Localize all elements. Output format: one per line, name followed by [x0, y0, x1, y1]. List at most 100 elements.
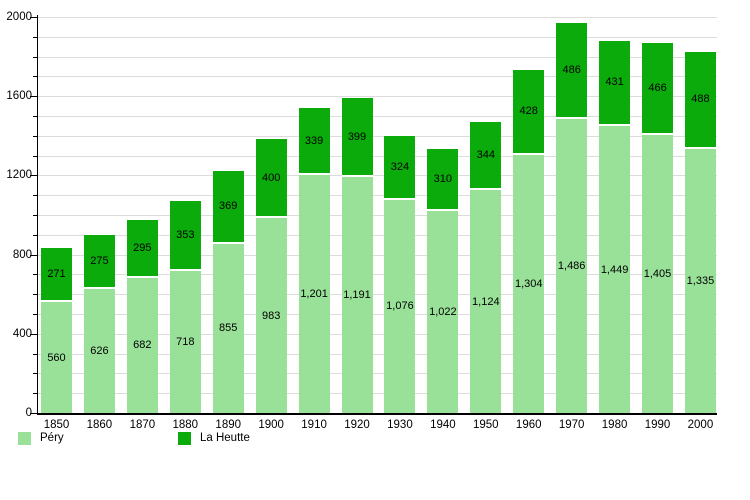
- x-tick-label: 1930: [387, 419, 413, 431]
- bar-value-label: 1,449: [600, 263, 629, 276]
- y-tick-label: 1600: [6, 90, 32, 103]
- y-tick: [30, 175, 38, 177]
- y-tick: [33, 215, 38, 216]
- bar-value-label: 1,405: [643, 267, 672, 280]
- bar-segment-pery: 718: [169, 270, 201, 413]
- y-tick: [33, 135, 38, 137]
- x-tick-label: 1920: [344, 419, 370, 431]
- y-tick: [33, 393, 38, 395]
- bar-value-label: 1,335: [686, 274, 715, 287]
- bar-segment-pery: 1,201: [298, 175, 330, 413]
- y-tick: [33, 155, 38, 157]
- x-tick-label: 1880: [172, 419, 199, 431]
- x-tick-label: 2000: [687, 419, 714, 431]
- gridline: [38, 353, 717, 355]
- gridline: [38, 314, 717, 315]
- gridline: [38, 36, 717, 38]
- bar-value-label: 428: [519, 105, 538, 118]
- bar-value-label: 310: [433, 172, 453, 185]
- gridline: [38, 116, 717, 117]
- bar-segment-la-heutte: 339: [298, 108, 330, 176]
- bar-1870: 295 682: [126, 219, 158, 413]
- x-axis-line: [37, 413, 717, 415]
- bar-value-label: 1,124: [472, 295, 500, 308]
- bar-value-label: 344: [476, 149, 495, 162]
- y-tick-label: 0: [25, 407, 32, 419]
- bar-value-label: 400: [261, 171, 281, 184]
- bar-1950: 344 1,124: [470, 122, 502, 413]
- bar-segment-la-heutte: 431: [599, 40, 631, 127]
- bar-value-label: 399: [347, 130, 367, 143]
- gridline: [38, 96, 717, 98]
- bar-value-label: 718: [176, 335, 195, 348]
- bar-value-label: 560: [47, 351, 66, 364]
- y-tick-label: 400: [12, 327, 32, 340]
- y-tick: [33, 353, 38, 355]
- bar-1960: 428 1,304: [513, 70, 545, 413]
- bar-value-label: 626: [90, 345, 109, 358]
- x-tick-label: 1900: [258, 419, 284, 431]
- x-tick-label: 1860: [86, 419, 113, 431]
- y-tick: [33, 36, 38, 38]
- bar-segment-pery: 626: [83, 289, 115, 413]
- bar-segment-pery: 1,191: [341, 177, 373, 413]
- gridline: [38, 393, 717, 395]
- bar-segment-la-heutte: 466: [642, 42, 674, 135]
- bar-segment-pery: 855: [212, 243, 244, 413]
- bar-1880: 353 718: [169, 200, 201, 413]
- gridline: [38, 274, 717, 276]
- bar-1850: 271 560: [41, 248, 72, 413]
- bar-segment-la-heutte: 399: [341, 98, 373, 178]
- plot-area: 271 560 275 626 295 682 353 718 369 855 400 983 339 1…: [38, 17, 717, 413]
- legend-label-pery: Péry: [40, 432, 64, 444]
- y-tick: [30, 96, 38, 98]
- bar-segment-pery: 1,335: [684, 148, 716, 413]
- x-tick-label: 1960: [515, 419, 542, 431]
- bar-value-label: 682: [133, 339, 152, 352]
- bar-value-label: 1,201: [300, 288, 328, 301]
- bar-segment-la-heutte: 428: [513, 70, 545, 155]
- bar-value-label: 1,304: [514, 277, 543, 290]
- bar-value-label: 1,022: [429, 305, 457, 318]
- bar-segment-pery: 1,076: [384, 199, 416, 413]
- bar-1970: 486 1,486: [556, 22, 588, 413]
- x-tick-label: 1970: [558, 419, 585, 431]
- gridline: [38, 155, 717, 157]
- y-tick: [30, 254, 38, 256]
- bar-segment-pery: 682: [126, 277, 158, 413]
- bar-1910: 339 1,201: [298, 108, 330, 413]
- x-tick-label: 1990: [644, 419, 671, 431]
- bar-value-label: 466: [648, 81, 667, 94]
- bar-value-label: 339: [304, 134, 324, 147]
- gridline: [38, 373, 717, 375]
- bar-segment-pery: 1,022: [427, 210, 459, 413]
- x-tick-label: 1980: [601, 419, 628, 431]
- bar-segment-la-heutte: 344: [470, 122, 502, 191]
- bar-segment-la-heutte: 353: [169, 200, 201, 271]
- x-tick-label: 1850: [43, 419, 70, 431]
- x-tick-label: 1870: [129, 419, 156, 431]
- bar-value-label: 324: [390, 160, 410, 173]
- bar-value-label: 295: [133, 241, 152, 254]
- y-tick: [30, 413, 38, 414]
- gridline: [38, 333, 717, 335]
- gridline: [38, 254, 717, 256]
- bar-value-label: 271: [47, 268, 66, 281]
- y-tick: [33, 314, 38, 315]
- y-tick: [30, 333, 38, 335]
- y-tick: [30, 17, 38, 18]
- legend: Péry La Heutte: [0, 430, 750, 450]
- bar-value-label: 1,191: [343, 289, 371, 302]
- x-tick-label: 1940: [430, 419, 456, 431]
- gridline: [38, 76, 717, 78]
- y-tick: [33, 116, 38, 117]
- bar-segment-pery: 1,405: [642, 134, 674, 413]
- bar-segment-la-heutte: 400: [255, 139, 287, 219]
- bar-segment-la-heutte: 369: [212, 170, 244, 244]
- bar-segment-pery: 1,304: [513, 154, 545, 413]
- bar-value-label: 353: [176, 228, 195, 241]
- bar-segment-pery: 983: [255, 218, 287, 413]
- bar-value-label: 369: [219, 200, 238, 213]
- bar-segment-la-heutte: 488: [684, 52, 716, 149]
